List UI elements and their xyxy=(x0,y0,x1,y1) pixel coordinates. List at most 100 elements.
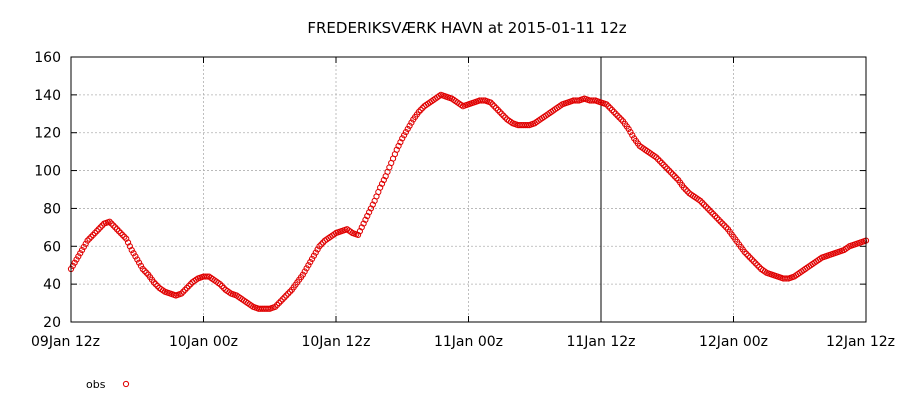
x-tick-label: 11Jan 00z xyxy=(434,334,503,350)
obs-point xyxy=(362,216,369,223)
obs-point xyxy=(710,211,717,218)
obs-point xyxy=(400,132,408,139)
chart-title: FREDERIKSVÆRK HAVN at 2015-01-11 12z xyxy=(307,19,626,37)
obs-point xyxy=(86,235,93,242)
y-tick-label: 100 xyxy=(34,164,61,180)
obs-point xyxy=(699,199,706,206)
obs-point xyxy=(356,228,364,235)
obs-point xyxy=(310,252,318,259)
obs-point xyxy=(366,209,373,216)
obs-point xyxy=(95,226,102,233)
obs-point xyxy=(399,135,406,142)
obs-point xyxy=(629,132,636,139)
obs-point xyxy=(283,292,290,299)
obs-point xyxy=(697,197,704,204)
obs-point xyxy=(320,239,327,246)
obs-point xyxy=(135,259,143,266)
obs-point xyxy=(178,290,185,297)
obs-point xyxy=(377,184,384,191)
obs-point xyxy=(654,156,662,163)
obs-point xyxy=(415,108,422,115)
obs-point xyxy=(708,209,715,216)
obs-point xyxy=(88,233,95,240)
obs-point xyxy=(603,101,610,108)
obs-series-points xyxy=(67,91,870,312)
obs-point xyxy=(494,106,502,114)
obs-point xyxy=(364,212,371,220)
obs-point xyxy=(121,233,128,240)
obs-point xyxy=(358,224,365,231)
obs-point xyxy=(202,273,209,280)
obs-point xyxy=(274,301,281,309)
obs-point xyxy=(754,262,761,269)
obs-point xyxy=(498,110,505,117)
y-tick-label: 160 xyxy=(34,50,61,66)
obs-point xyxy=(723,224,730,231)
obs-point xyxy=(673,175,680,182)
obs-point xyxy=(73,256,80,263)
obs-point xyxy=(608,106,616,114)
obs-point xyxy=(134,256,141,263)
obs-point xyxy=(80,243,87,251)
obs-point xyxy=(141,267,148,274)
obs-point xyxy=(110,222,117,229)
obs-point xyxy=(625,125,632,133)
obs-point xyxy=(419,105,426,112)
obs-point xyxy=(653,154,660,161)
obs-point xyxy=(152,281,159,288)
obs-point xyxy=(119,231,126,239)
obs-point xyxy=(408,119,415,126)
obs-point xyxy=(395,142,402,150)
obs-point xyxy=(491,103,498,110)
obs-point xyxy=(610,108,617,115)
obs-point xyxy=(684,188,691,195)
x-tick-label: 12Jan 12z xyxy=(826,334,895,350)
obs-point xyxy=(489,101,496,108)
obs-point xyxy=(117,229,124,237)
y-axis-ticks: 20 40 60 80 100 120 140 160 xyxy=(34,50,866,331)
obs-point xyxy=(756,264,763,271)
obs-point xyxy=(750,258,757,265)
obs-point xyxy=(126,243,133,250)
obs-point xyxy=(717,218,724,225)
x-tick-label: 10Jan 12z xyxy=(301,334,370,350)
obs-point xyxy=(91,229,99,237)
obs-point xyxy=(132,253,139,260)
obs-point xyxy=(106,218,113,225)
obs-point xyxy=(77,250,84,257)
obs-point xyxy=(97,224,104,231)
x-tick-label: 11Jan 12z xyxy=(566,334,635,350)
obs-point xyxy=(752,260,759,267)
obs-point xyxy=(590,97,597,104)
obs-point xyxy=(493,105,500,112)
obs-point xyxy=(745,252,752,259)
obs-point xyxy=(354,231,362,239)
obs-point xyxy=(706,207,713,214)
obs-point xyxy=(662,163,669,170)
obs-point xyxy=(285,290,292,297)
obs-point xyxy=(301,268,308,275)
obs-point xyxy=(115,228,122,235)
obs-point xyxy=(128,246,135,254)
obs-point xyxy=(700,201,708,208)
obs-point xyxy=(607,105,614,112)
obs-point xyxy=(667,169,675,176)
obs-point xyxy=(108,220,115,227)
obs-point xyxy=(369,201,376,208)
obs-point xyxy=(183,284,191,292)
obs-point xyxy=(719,220,726,227)
obs-point xyxy=(187,281,194,288)
legend: obs xyxy=(86,378,130,391)
obs-point xyxy=(318,241,325,248)
obs-point xyxy=(279,296,286,303)
obs-point xyxy=(150,279,157,286)
obs-point xyxy=(314,246,321,253)
obs-point xyxy=(204,273,211,280)
obs-point xyxy=(113,226,121,233)
obs-point xyxy=(502,114,509,121)
obs-point xyxy=(524,122,531,129)
obs-point xyxy=(748,256,756,263)
obs-point xyxy=(367,205,375,212)
obs-point xyxy=(715,216,722,223)
obs-point xyxy=(704,205,711,212)
